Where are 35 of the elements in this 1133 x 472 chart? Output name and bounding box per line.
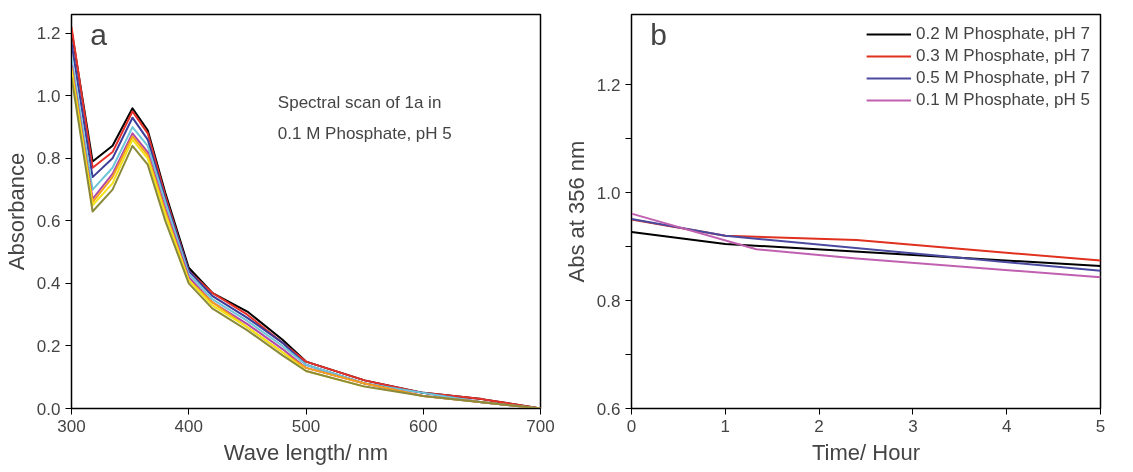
x-tick-label: 0 xyxy=(626,416,637,436)
x-tick-label: 400 xyxy=(174,416,203,436)
y-tick-label: 0.0 xyxy=(36,399,61,419)
x-tick-label: 600 xyxy=(409,416,438,436)
y-axis-title: Absorbance xyxy=(3,152,29,271)
y-axis-title: Abs at 356 nm xyxy=(563,140,589,283)
x-tick-label: 2 xyxy=(814,416,824,436)
x-tick-label: 1 xyxy=(720,416,731,436)
line-series xyxy=(631,218,1101,262)
y-tick-label: 0.4 xyxy=(36,274,61,294)
legend-label: 0.1 M Phosphate, pH 5 xyxy=(916,90,1090,110)
x-tick-label: 5 xyxy=(1095,416,1106,436)
y-tick-label: 0.6 xyxy=(36,211,61,231)
chart-title: b xyxy=(650,18,667,52)
y-tick-label: 1.2 xyxy=(36,24,61,44)
y-tick-label: 0.2 xyxy=(36,336,61,356)
legend-label: 0.2 M Phosphate, pH 7 xyxy=(916,24,1090,44)
line-series xyxy=(631,212,1101,279)
x-tick-label: 500 xyxy=(291,416,321,436)
y-tick-label: 0.6 xyxy=(596,399,621,419)
y-tick-label: 0.8 xyxy=(596,291,621,311)
x-tick-label: 3 xyxy=(908,416,918,436)
x-tick-label: 700 xyxy=(526,416,555,436)
x-tick-label: 4 xyxy=(1001,416,1012,436)
y-tick-label: 1.0 xyxy=(36,86,61,106)
y-tick-label: 1.0 xyxy=(596,183,621,203)
y-tick-label: 0.8 xyxy=(36,149,61,169)
x-tick-label: 300 xyxy=(57,416,86,436)
annotation: Spectral scan of 1a in 0.1 M Phosphate, pH 5 xyxy=(277,93,452,143)
x-axis-title: Wave length/ nm xyxy=(223,439,389,465)
x-axis-title: Time/ Hour xyxy=(812,439,920,465)
legend-label: 0.5 M Phosphate, pH 7 xyxy=(916,68,1090,88)
legend-label: 0.3 M Phosphate, pH 7 xyxy=(916,46,1090,66)
chart-title: a xyxy=(90,18,108,52)
y-tick-label: 1.2 xyxy=(596,75,621,95)
